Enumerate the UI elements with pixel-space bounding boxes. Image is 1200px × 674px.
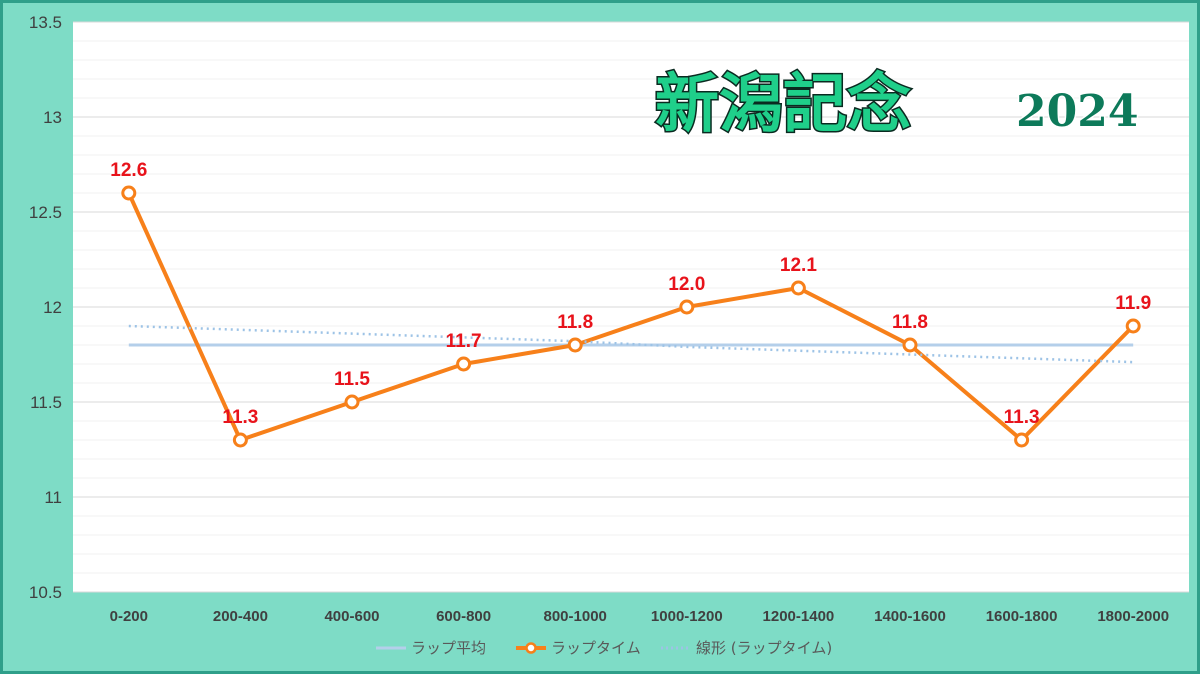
y-tick-label: 12 — [43, 298, 62, 317]
x-tick-label: 1600-1800 — [986, 608, 1058, 625]
lap-data-label: 11.5 — [334, 369, 370, 390]
x-tick-label: 1200-1400 — [763, 608, 835, 625]
lap-data-label: 11.8 — [557, 312, 593, 333]
series-lines — [126, 192, 1135, 442]
y-axis-ticks: 10.5 11 11.5 12 12.5 13 13.5 — [29, 13, 62, 602]
y-tick-label: 12.5 — [29, 203, 62, 222]
lap-data-label: 12.6 — [110, 160, 147, 181]
lap-marker — [121, 185, 137, 201]
legend: ラップ平均 ラップタイム 線形 (ラップタイム) — [376, 639, 832, 657]
lap-data-label: 11.8 — [892, 312, 928, 333]
series-line-1 — [126, 192, 1135, 442]
title-year: 2024 — [1016, 86, 1138, 137]
lap-data-label: 11.7 — [446, 331, 482, 352]
y-tick-label: 10.5 — [29, 583, 62, 602]
lap-marker — [902, 337, 918, 353]
x-tick-label: 800-1000 — [543, 608, 606, 625]
x-tick-label: 200-400 — [213, 608, 268, 625]
lap-marker — [1125, 318, 1141, 334]
y-tick-label: 13.5 — [29, 13, 62, 32]
lap-data-label: 11.3 — [1004, 407, 1040, 428]
legend-item-lap: ラップタイム — [516, 639, 641, 657]
legend-label-average: ラップ平均 — [411, 639, 486, 657]
x-tick-label: 1000-1200 — [651, 608, 723, 625]
lap-data-label: 11.9 — [1115, 293, 1151, 314]
lap-data-label: 12.1 — [780, 255, 817, 276]
lap-marker — [456, 356, 472, 372]
y-tick-label: 13 — [43, 108, 62, 127]
legend-marker-lap — [525, 642, 537, 654]
lap-marker — [1014, 432, 1030, 448]
x-tick-label: 1400-1600 — [874, 608, 946, 625]
gridlines — [73, 21, 1189, 593]
title-main: 新潟記念 — [655, 68, 911, 142]
series-markers — [121, 185, 1141, 448]
x-axis-ticks: 0-200 200-400 400-600 600-800 800-1000 1000-1… — [110, 608, 1169, 625]
data-labels: 12.6 11.3 11.5 11.7 11.8 12.0 12.1 11.8 11.3 11.9 — [110, 160, 1151, 428]
x-tick-label: 600-800 — [436, 608, 491, 625]
lap-data-label: 11.3 — [222, 407, 258, 428]
y-tick-label: 11 — [44, 488, 62, 507]
lap-marker — [567, 337, 583, 353]
legend-item-average: ラップ平均 — [376, 639, 486, 657]
lap-marker — [344, 394, 360, 410]
lap-marker — [790, 280, 806, 296]
x-tick-label: 400-600 — [324, 608, 379, 625]
legend-item-trend: 線形 (ラップタイム) — [661, 639, 832, 657]
legend-label-lap: ラップタイム — [551, 639, 641, 657]
lap-data-label: 12.0 — [668, 274, 705, 295]
lap-marker — [232, 432, 248, 448]
x-tick-label: 1800-2000 — [1097, 608, 1169, 625]
lap-marker — [679, 299, 695, 315]
chart-title: 新潟記念 2024 — [654, 67, 1140, 144]
x-tick-label: 0-200 — [110, 608, 148, 625]
y-tick-label: 11.5 — [30, 393, 62, 412]
legend-label-trend: 線形 (ラップタイム) — [696, 639, 832, 657]
